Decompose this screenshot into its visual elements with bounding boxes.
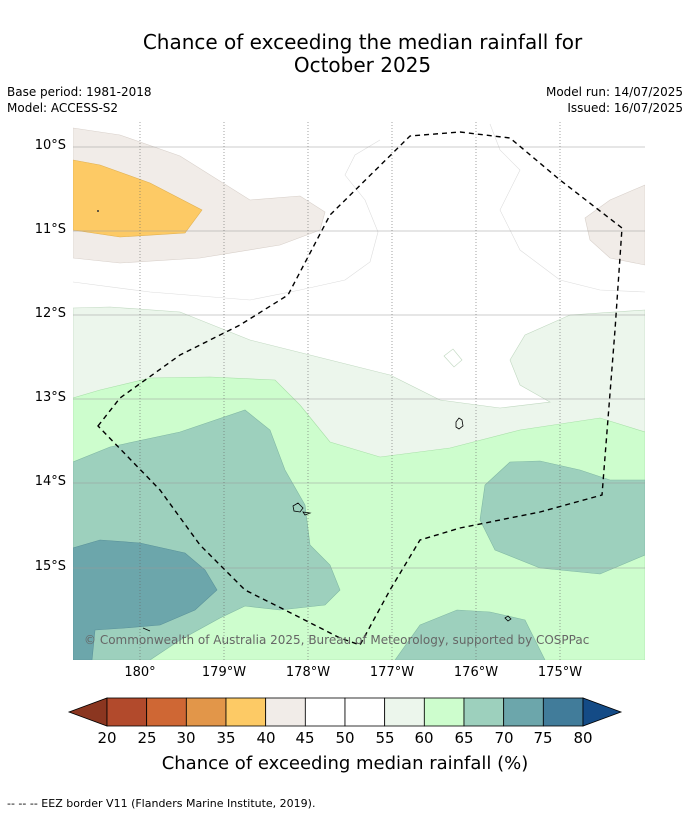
metadata-right: Model run: 14/07/2025 Issued: 16/07/2025 [546,84,683,116]
island-futuna [292,502,312,516]
contour-line-45-50 [73,139,381,301]
lon-label-175w: 175°W [537,665,583,680]
map-plot-area [73,122,645,660]
colorbar-label: Chance of exceeding median rainfall (%) [161,753,529,774]
colorbar-low-arrow [67,697,108,727]
colorbar-tick: 25 [137,729,157,747]
colorbar-tick: 45 [295,729,315,747]
eez-border [97,131,623,646]
colorbar-tick: 65 [454,729,474,747]
colorbar-tick: 55 [375,729,395,747]
lat-label-14s: 14°S [34,474,66,489]
colorbar-cell [106,697,148,727]
lat-label-15s: 15°S [34,559,66,574]
colorbar-tick: 50 [335,729,355,747]
colorbar-cell [146,697,187,727]
colorbar-cell [344,697,386,727]
island-dot [97,210,99,212]
lon-label-176w: 176°W [453,665,499,680]
lat-label-12s: 12°S [34,306,66,321]
issued-date: Issued: 16/07/2025 [567,101,683,115]
island-wallis [455,417,464,430]
copyright-notice: © Commonwealth of Australia 2025, Bureau… [84,633,590,647]
colorbar-tick: 70 [494,729,514,747]
island-reef [142,627,151,632]
model-name: Model: ACCESS-S2 [7,101,119,115]
island-small [504,615,512,622]
eez-legend-note: -- -- -- EEZ border V11 (Flanders Marine… [7,797,316,810]
rainfall-map [73,122,645,660]
colorbar-cell [463,697,505,727]
metadata-left: Base period: 1981-2018 Model: ACCESS-S2 [7,84,152,116]
latitude-gridlines [73,146,645,569]
colorbar-tick: 60 [414,729,434,747]
colorbar-cell [225,697,267,727]
colorbar-cells [106,697,584,727]
colorbar-cell [185,697,227,727]
colorbar-tick: 35 [216,729,236,747]
lon-label-179w: 179°W [201,665,247,680]
map-title: Chance of exceeding the median rainfall … [0,31,690,77]
colorbar-tick: 75 [533,729,553,747]
contour-55-60-center [443,348,463,368]
base-period: Base period: 1981-2018 [7,85,152,99]
colorbar-cell [423,697,465,727]
title-line-1: Chance of exceeding the median rainfall … [142,30,583,54]
lat-label-13s: 13°S [34,390,66,405]
colorbar-cell [542,697,584,727]
colorbar-cell [265,697,306,727]
lon-label-177w: 177°W [369,665,415,680]
contour-40-45-northeast [584,184,645,266]
contour-line-45-50-east [489,123,645,293]
colorbar-tick: 20 [97,729,117,747]
contour-65-70-east [479,460,645,575]
title-line-2: October 2025 [293,53,432,77]
colorbar-cell [503,697,544,727]
lat-label-11s: 11°S [34,222,66,237]
model-run: Model run: 14/07/2025 [545,85,683,99]
lat-label-10s: 10°S [34,138,66,153]
colorbar-tick: 80 [573,729,593,747]
colorbar-cell [384,697,425,727]
colorbar-tick: 40 [256,729,276,747]
colorbar-tick: 30 [176,729,196,747]
colorbar-cell [304,697,346,727]
lon-label-178w: 178°W [285,665,331,680]
colorbar-high-arrow [582,697,623,727]
lon-label-180: 180° [124,665,156,680]
